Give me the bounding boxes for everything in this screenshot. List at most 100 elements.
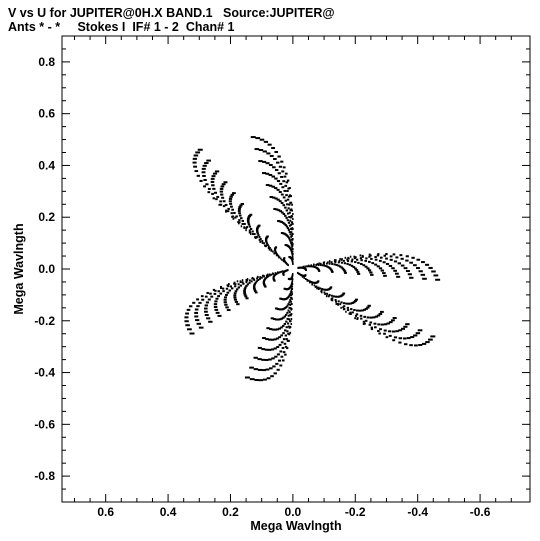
uv-point [203,185,206,188]
uv-point [334,261,337,264]
uv-point [249,366,254,369]
uv-point [347,309,350,312]
uv-point [362,264,366,267]
uv-point [232,217,235,220]
uv-point [291,250,294,253]
uv-point [321,288,324,291]
uv-point [219,285,222,288]
uv-point [278,359,281,362]
uv-point [284,353,287,356]
uv-point [186,308,191,311]
uv-point [273,338,277,341]
uv-point [276,161,280,164]
uv-point [352,266,356,269]
uv-point [246,219,250,222]
uv-point [343,270,347,273]
uv-point [268,248,271,251]
uv-point [252,277,255,280]
uv-point [241,219,244,222]
uv-point [276,254,279,257]
uv-point [274,355,278,358]
uv-point [206,291,209,294]
uv-point [325,262,328,265]
uv-point [273,372,277,375]
uv-point [217,290,220,293]
uv-point [405,323,410,326]
uv-point [280,270,283,273]
uv-point [291,278,294,281]
uv-point [402,337,407,340]
uv-point [271,175,276,178]
uv-point [410,336,415,339]
uv-point [257,234,260,237]
uv-point [238,214,242,217]
uv-point [254,236,257,239]
uv-point [345,310,347,313]
uv-point [210,177,215,180]
uv-point [268,338,272,341]
uv-point [287,228,290,231]
uv-point [275,208,279,211]
uv-point [267,348,272,351]
uv-point [428,266,433,269]
uv-point [398,329,403,332]
uv-point [203,178,207,181]
uv-point [222,205,226,208]
uv-point [215,297,219,300]
uv-point [202,174,206,177]
uv-point [265,368,270,371]
uv-point [275,362,279,365]
uv-point [249,378,255,381]
uv-point [268,273,271,276]
uv-point [243,289,246,292]
uv-point [234,300,239,303]
uv-point [290,308,293,311]
uv-point [377,253,380,256]
uv-point [270,249,273,252]
y-tick-labels: 0.8 0.6 0.4 0.2 0.0 -0.2 -0.4 -0.6 -0.8 [34,55,55,483]
uv-point [285,216,288,219]
uv-point [317,263,320,266]
uv-point [265,184,270,187]
uv-point [291,281,293,284]
uv-point [259,240,261,243]
uv-point [302,265,305,268]
uv-point [286,304,289,307]
uv-point [282,260,285,263]
uv-point [291,209,294,212]
uv-point [210,295,214,298]
uv-point [368,253,371,256]
uv-point [425,341,430,344]
uv-point [301,275,304,278]
uv-point [197,148,203,151]
uv-point [411,256,415,259]
uv-point [291,203,293,206]
uv-point [329,286,333,289]
uv-point [249,213,253,216]
uv-point [258,148,264,151]
uv-point [361,254,364,257]
uv-point [276,353,280,356]
uv-point [364,265,368,268]
uv-point [288,333,291,336]
uv-point [292,217,294,220]
uv-point [315,263,318,266]
uv-point [250,280,253,283]
uv-point [263,284,266,287]
uv-point [385,336,389,339]
uv-point [286,339,289,342]
uv-point [388,321,393,324]
uv-point [219,190,224,193]
uv-point [279,182,283,185]
uv-point [334,295,337,298]
uv-point [241,281,244,284]
uv-point [222,290,225,293]
uv-point [318,269,321,272]
uv-point [337,303,339,306]
uv-point [259,237,262,240]
uv-point [351,258,354,261]
uv-point [359,254,362,257]
uv-point [422,277,427,280]
uv-point [278,200,282,203]
uv-point [273,158,277,161]
